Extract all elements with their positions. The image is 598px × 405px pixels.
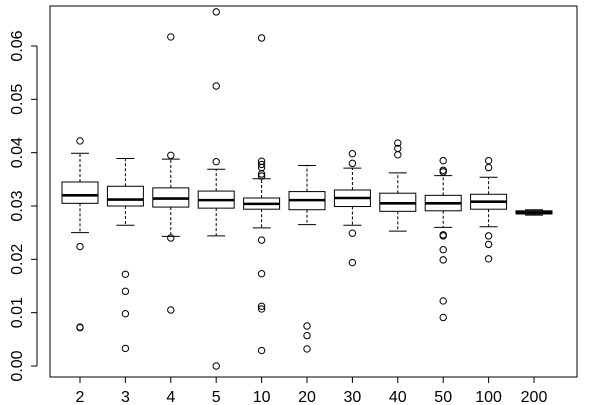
x-axis: 2 3 4 5 10 20 30 40 50 100 200: [76, 376, 548, 405]
outlier-point: [484, 232, 493, 240]
outlier-point: [257, 302, 266, 310]
x-tick-label: 3: [121, 389, 130, 405]
y-tick-label: 0.06: [9, 30, 26, 61]
outlier-point: [439, 156, 447, 165]
outlier-point: [167, 234, 175, 242]
outlier-point: [348, 159, 357, 168]
x-tick-label: 20: [298, 389, 316, 405]
outlier-point: [439, 246, 447, 254]
boxes-group: [61, 8, 553, 370]
box-group-50: [424, 156, 462, 322]
box-group-200: [515, 209, 553, 216]
outlier-point: [303, 345, 311, 353]
x-tick-label: 5: [212, 389, 221, 405]
outlier-point: [348, 229, 357, 237]
outlier-point: [167, 151, 175, 160]
outlier-point: [394, 139, 402, 147]
box-group-2: [61, 137, 99, 332]
outlier-point: [121, 270, 130, 278]
outlier-point: [167, 306, 175, 314]
outlier-point: [257, 236, 266, 244]
y-tick-label: 0.05: [9, 84, 26, 115]
box-group-40: [379, 139, 417, 232]
outlier-point: [212, 362, 220, 370]
outlier-point: [394, 151, 402, 159]
x-tick-label: 100: [475, 389, 502, 405]
outlier-point: [212, 8, 220, 16]
box-group-20: [288, 164, 326, 353]
outlier-point: [212, 158, 220, 166]
outlier-point: [167, 33, 175, 41]
outlier-point: [484, 240, 493, 249]
iqr-box: [106, 185, 144, 207]
outlier-point: [257, 346, 266, 355]
x-tick-label: 50: [434, 389, 452, 405]
outlier-point: [303, 331, 311, 340]
y-axis: 0.00 0.01 0.02 0.03 0.04 0.05 0.06: [9, 30, 38, 382]
x-tick-label: 30: [344, 389, 362, 405]
outlier-point: [484, 163, 493, 172]
x-tick-label: 2: [76, 389, 85, 405]
outlier-point: [121, 287, 130, 296]
outlier-point: [439, 313, 447, 322]
x-tick-label: 40: [389, 389, 407, 405]
box-group-10: [243, 34, 281, 355]
outlier-point: [76, 242, 84, 251]
x-tick-label: 10: [253, 389, 271, 405]
x-tick-label: 4: [166, 389, 175, 405]
outlier-point: [348, 258, 357, 267]
box-group-5: [197, 8, 235, 370]
outlier-point: [76, 137, 84, 145]
box-group-30: [333, 150, 371, 267]
y-tick-label: 0.00: [9, 350, 26, 381]
outlier-point: [257, 170, 266, 178]
outlier-point: [439, 256, 447, 264]
outlier-point: [257, 172, 266, 180]
outlier-point: [121, 344, 130, 353]
outlier-point: [121, 310, 130, 318]
outlier-point: [257, 34, 266, 42]
box-group-4: [152, 33, 190, 314]
outlier-point: [303, 322, 311, 330]
outlier-point: [257, 305, 266, 313]
box-group-3: [106, 158, 144, 353]
outlier-point: [484, 255, 493, 263]
y-tick-label: 0.01: [9, 297, 26, 328]
box-group-100: [470, 156, 508, 263]
x-tick-label: 200: [521, 389, 548, 405]
y-tick-label: 0.04: [9, 137, 26, 168]
outlier-point: [257, 270, 266, 278]
outlier-point: [76, 323, 84, 332]
outlier-point: [348, 150, 357, 158]
y-tick-label: 0.02: [9, 244, 26, 275]
outlier-point: [484, 156, 493, 165]
outlier-point: [439, 168, 447, 176]
outlier-point: [439, 297, 447, 305]
outlier-point: [439, 232, 447, 240]
iqr-box: [61, 181, 99, 204]
outlier-point: [257, 160, 266, 169]
y-tick-label: 0.03: [9, 190, 26, 221]
outlier-point: [212, 82, 220, 90]
